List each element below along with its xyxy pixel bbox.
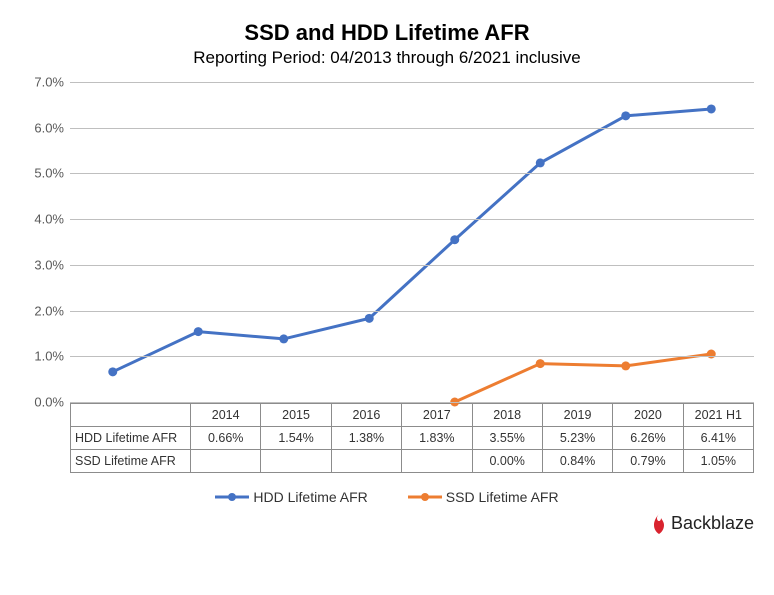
brand: Backblaze [20,513,754,534]
grid-line [70,128,754,129]
table-cell: 6.26% [613,427,683,450]
table-category: 2021 H1 [683,404,753,427]
table-category: 2020 [613,404,683,427]
grid-line [70,82,754,83]
table-cell: 1.05% [683,450,753,473]
grid-line [70,173,754,174]
data-point [279,334,288,343]
table-cell: 3.55% [472,427,542,450]
data-point [536,158,545,167]
table-cell: 0.00% [472,450,542,473]
legend: HDD Lifetime AFR SSD Lifetime AFR [20,489,754,505]
y-tick-label: 4.0% [34,212,64,227]
table-category: 2015 [261,404,331,427]
grid-line [70,265,754,266]
table-cell: 1.38% [331,427,401,450]
table-cell: 5.23% [542,427,612,450]
flame-icon [651,514,667,534]
table-cell: 0.66% [191,427,261,450]
data-table: 20142015201620172018201920202021 H1 HDD L… [70,403,754,473]
legend-swatch [215,490,249,504]
table-cell [331,450,401,473]
data-point [365,314,374,323]
data-point [108,367,117,376]
data-point [450,235,459,244]
legend-item: SSD Lifetime AFR [408,489,559,505]
data-point [707,104,716,113]
table-category: 2018 [472,404,542,427]
table-category: 2016 [331,404,401,427]
table-row-header: SSD Lifetime AFR [71,450,191,473]
grid-line [70,311,754,312]
data-point [194,327,203,336]
data-point [536,359,545,368]
series-line [455,354,712,402]
y-tick-label: 5.0% [34,166,64,181]
legend-swatch [408,490,442,504]
table-corner [71,404,191,427]
plot-area [70,82,754,403]
data-point [621,361,630,370]
legend-label: SSD Lifetime AFR [446,489,559,505]
table-category: 2019 [542,404,612,427]
table-row-header: HDD Lifetime AFR [71,427,191,450]
table-cell: 1.54% [261,427,331,450]
y-axis: 0.0%1.0%2.0%3.0%4.0%5.0%6.0%7.0% [20,82,70,402]
chart-container: SSD and HDD Lifetime AFR Reporting Perio… [20,20,754,534]
table-cell: 0.79% [613,450,683,473]
y-tick-label: 1.0% [34,349,64,364]
line-chart-svg [70,82,754,402]
legend-label: HDD Lifetime AFR [253,489,367,505]
grid-line [70,356,754,357]
plot-row: 0.0%1.0%2.0%3.0%4.0%5.0%6.0%7.0% [20,82,754,403]
y-tick-label: 2.0% [34,303,64,318]
chart-title: SSD and HDD Lifetime AFR [20,20,754,46]
table-category: 2017 [402,404,472,427]
y-tick-label: 0.0% [34,395,64,410]
brand-name: Backblaze [671,513,754,534]
y-tick-label: 3.0% [34,257,64,272]
table-cell [402,450,472,473]
table-cell: 6.41% [683,427,753,450]
chart-subtitle: Reporting Period: 04/2013 through 6/2021… [20,48,754,68]
table-category: 2014 [191,404,261,427]
y-tick-label: 7.0% [34,75,64,90]
grid-line [70,219,754,220]
y-tick-label: 6.0% [34,120,64,135]
legend-item: HDD Lifetime AFR [215,489,367,505]
grid-line [70,402,754,403]
data-point [621,111,630,120]
table-cell: 1.83% [402,427,472,450]
table-cell [261,450,331,473]
table-cell [191,450,261,473]
table-cell: 0.84% [542,450,612,473]
